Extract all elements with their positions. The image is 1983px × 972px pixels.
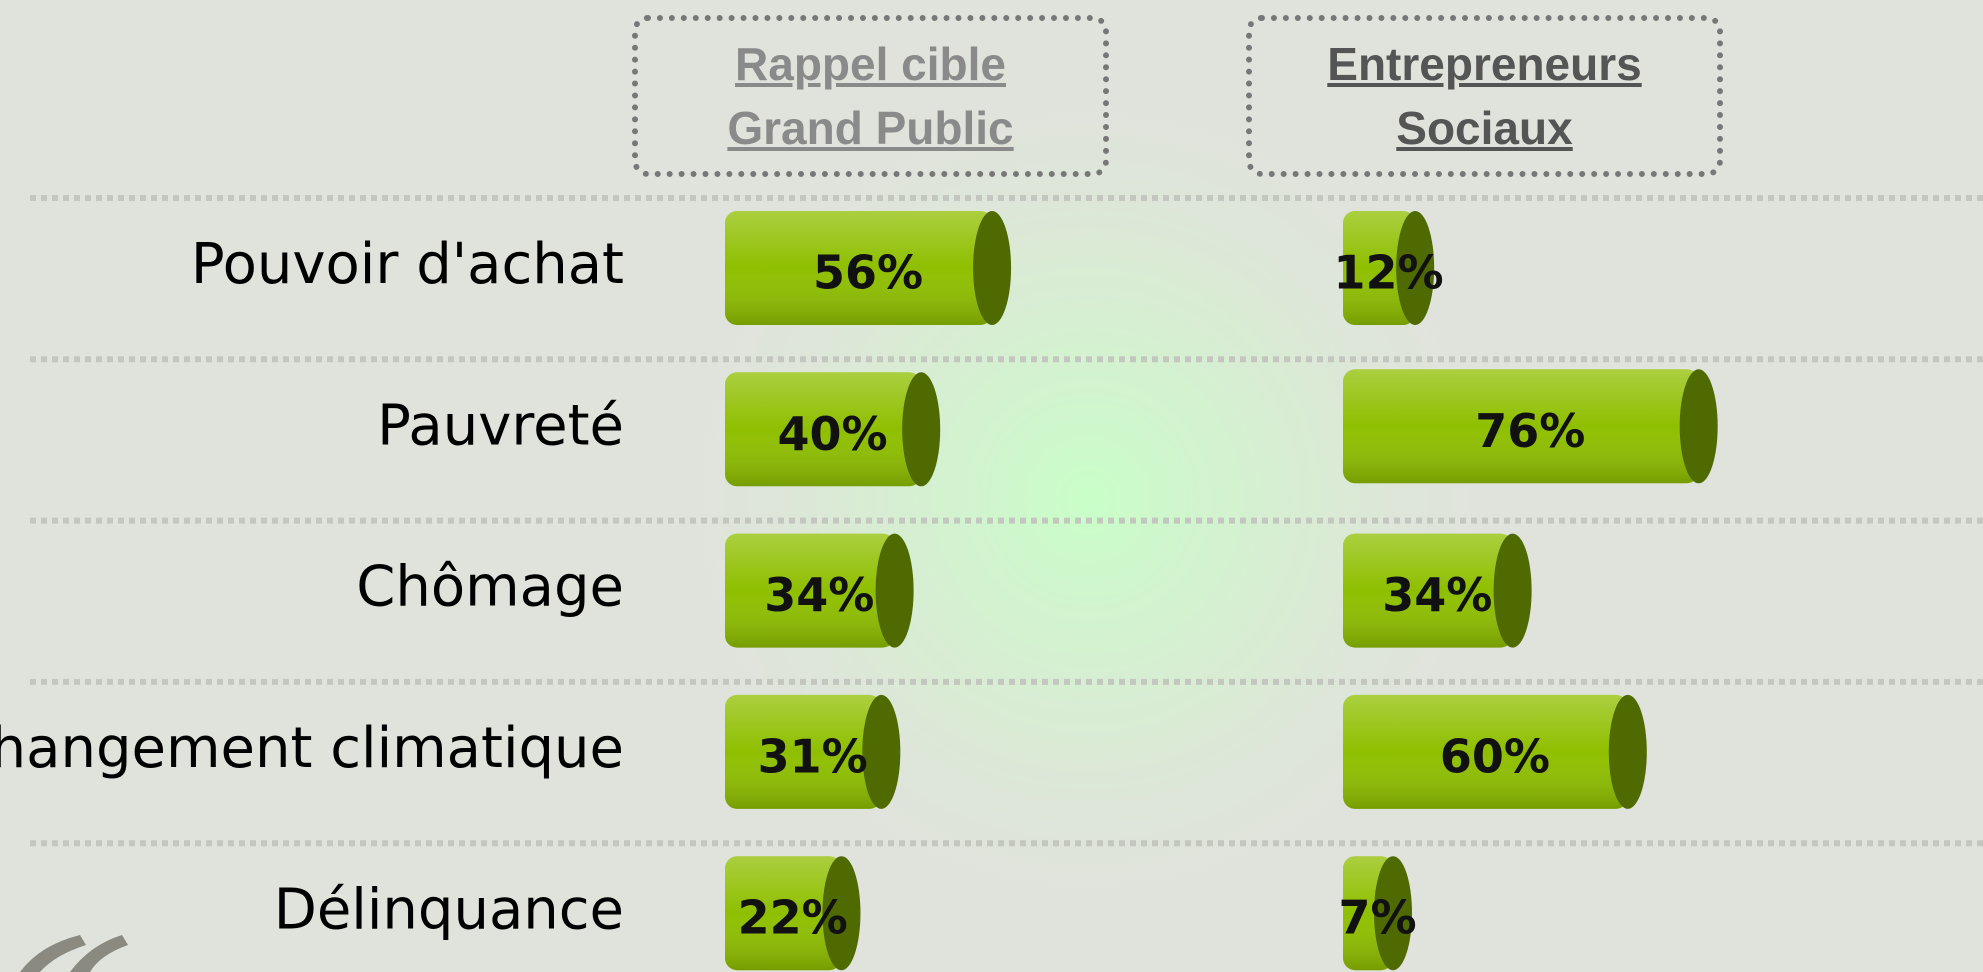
series-header: Rappel cible Grand Public — [632, 15, 1109, 177]
bar-cap — [822, 856, 861, 971]
bar-shade — [725, 211, 993, 325]
bar — [725, 694, 901, 809]
category-label: Délinquance — [274, 877, 624, 942]
bar-shade — [1343, 211, 1416, 325]
bar-shade — [1343, 369, 1699, 484]
value-label: 12% — [1334, 246, 1444, 300]
value-label: 22% — [738, 891, 848, 945]
value-label: 40% — [778, 407, 888, 461]
bar — [1343, 369, 1718, 484]
bar — [725, 533, 914, 648]
bar-shade — [725, 533, 895, 648]
bar — [1343, 533, 1532, 648]
value-label: 34% — [764, 568, 874, 622]
value-label: 56% — [813, 246, 923, 300]
bar-cap — [1374, 856, 1413, 971]
value-label: 60% — [1440, 729, 1550, 783]
value-label: 31% — [758, 729, 868, 783]
bar — [1343, 211, 1435, 325]
series-header: Entrepreneurs Sociaux — [1246, 15, 1723, 177]
quote-mark — [20, 935, 128, 972]
category-label: Pauvreté — [377, 393, 624, 458]
bar — [725, 856, 861, 971]
bar-cap — [1679, 369, 1718, 484]
bar-shade — [725, 372, 922, 487]
bar-cap — [1608, 694, 1647, 809]
bar-cap — [902, 372, 941, 487]
bar — [1343, 856, 1413, 971]
value-label: 34% — [1382, 568, 1492, 622]
category-label: Chômage — [356, 555, 624, 620]
bar-shade — [1343, 694, 1628, 809]
bar-cap — [875, 533, 914, 648]
bar — [725, 211, 1012, 325]
bar — [725, 372, 941, 487]
bar-cap — [1396, 211, 1435, 325]
bar-shade — [725, 694, 882, 809]
value-label: 7% — [1338, 891, 1416, 945]
category-label: Pouvoir d'achat — [191, 232, 624, 297]
value-label: 76% — [1475, 404, 1585, 458]
bar-shade — [1343, 533, 1513, 648]
bar-cap — [973, 211, 1012, 325]
bar — [1343, 694, 1647, 809]
bar-cap — [1493, 533, 1532, 648]
bar-shade — [725, 856, 842, 971]
category-label: Changement climatique — [0, 716, 624, 781]
bar-cap — [862, 694, 901, 809]
